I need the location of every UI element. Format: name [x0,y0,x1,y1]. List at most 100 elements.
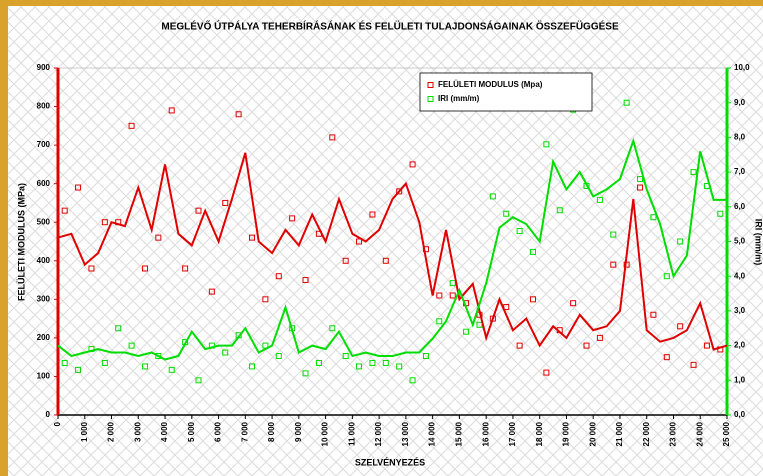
x-tick-label: 6 000 [214,421,223,442]
x-tick-label: 15 000 [455,421,464,446]
point [690,361,697,368]
y-tick-label: 800 [37,102,51,111]
trend-line [57,137,727,361]
point [516,228,523,235]
point [342,353,349,360]
x-tick-label: 12 000 [374,421,383,446]
point [75,366,82,373]
point [436,292,443,299]
point [289,215,296,222]
point [369,359,376,366]
point [516,342,523,349]
y-tick-label: 300 [37,294,51,303]
y-tick-label: 200 [37,333,51,342]
point [663,273,670,280]
point [302,277,309,284]
y2-tick-label: 10,0 [734,63,750,72]
point [168,107,175,114]
point [141,265,148,272]
x-tick-label: 7 000 [240,421,249,442]
x-tick-label: 3 000 [133,421,142,442]
point [637,184,644,191]
y-tick-label: 600 [37,179,51,188]
point [436,318,443,325]
y2-tick-label: 5,0 [734,237,746,246]
y2-tick-label: 1,0 [734,375,746,384]
point [489,193,496,200]
point [623,99,630,106]
x-tick-label: 1 000 [80,421,89,442]
x-tick-label: 23 000 [669,421,678,446]
point [101,219,108,226]
point [235,111,242,118]
point [650,214,657,221]
point [88,265,95,272]
x-tick-label: 10 000 [321,421,330,446]
x-axis-label: SZELVÉNYEZÉS [355,457,425,467]
point [463,328,470,335]
legend-label: FELÜLETI MODULUS (Mpa) [438,80,543,89]
y-tick-label: 900 [37,63,51,72]
point [503,210,510,217]
point [75,184,82,191]
x-tick-label: 13 000 [401,421,410,446]
point [141,363,148,370]
point [155,234,162,241]
x-tick-label: 25 000 [722,421,731,446]
x-tick-label: 11 000 [347,421,356,446]
point [449,280,456,287]
y2-tick-label: 7,0 [734,167,746,176]
point [677,323,684,330]
point [409,161,416,168]
point [610,231,617,238]
x-tick-label: 5 000 [187,421,196,442]
point [115,325,122,332]
point [703,342,710,349]
point [195,377,202,384]
y-axis-label: FELÜLETI MODULUS (MPa) [16,183,26,301]
point [596,334,603,341]
point [275,273,282,280]
point [329,134,336,141]
x-tick-label: 21 000 [615,421,624,446]
point [302,370,309,377]
point [422,353,429,360]
y-tick-label: 100 [37,372,51,381]
point [222,199,229,206]
legend-swatch [427,96,434,102]
legend [419,72,593,112]
point [449,292,456,299]
point [382,359,389,366]
chart-title: MEGLÉVŐ ÚTPÁLYA TEHERBÍRÁSÁNAK ÉS FELÜLE… [161,20,619,33]
y2-tick-label: 9,0 [734,98,746,107]
point [583,342,590,349]
point [717,210,724,217]
point [610,261,617,268]
point [543,369,550,376]
point [529,296,536,303]
point [382,257,389,264]
point [543,141,550,148]
point [195,207,202,214]
point [570,300,577,307]
x-tick-label: 22 000 [642,421,651,446]
point [356,238,363,245]
y2-tick-label: 6,0 [734,202,746,211]
point [155,353,162,360]
point [663,354,670,361]
point [356,363,363,370]
point [101,359,108,366]
x-tick-label: 16 000 [481,421,490,446]
point [182,265,189,272]
point [262,296,269,303]
x-tick-label: 14 000 [428,421,437,446]
x-tick-label: 19 000 [562,421,571,446]
point [409,377,416,384]
x-tick-label: 2 000 [107,421,116,442]
point [650,311,657,318]
y-tick-label: 500 [37,217,51,226]
point [596,196,603,203]
point [61,359,68,366]
point [128,122,135,129]
point [690,169,697,176]
